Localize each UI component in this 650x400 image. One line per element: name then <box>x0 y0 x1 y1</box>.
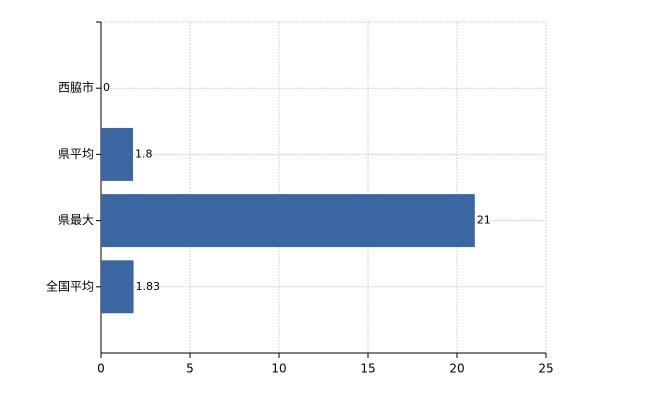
x-tick-label: 15 <box>360 362 375 376</box>
y-tick-label: 西脇市 <box>58 80 94 95</box>
x-tick-label: 10 <box>271 362 286 376</box>
value-label: 21 <box>477 214 491 227</box>
value-label: 1.8 <box>135 147 153 160</box>
bar <box>101 127 134 181</box>
y-tick-label: 県平均 <box>58 147 94 161</box>
value-label: 1.83 <box>136 280 161 293</box>
x-tick-label: 20 <box>449 362 464 376</box>
bar <box>101 260 134 314</box>
bar <box>101 194 475 248</box>
x-tick-label: 25 <box>538 362 553 376</box>
x-tick-label: 0 <box>97 362 105 376</box>
value-label: 0 <box>103 81 110 94</box>
y-tick-label: 県最大 <box>58 213 94 227</box>
x-tick-label: 5 <box>186 362 194 376</box>
y-tick-label: 全国平均 <box>46 278 94 293</box>
